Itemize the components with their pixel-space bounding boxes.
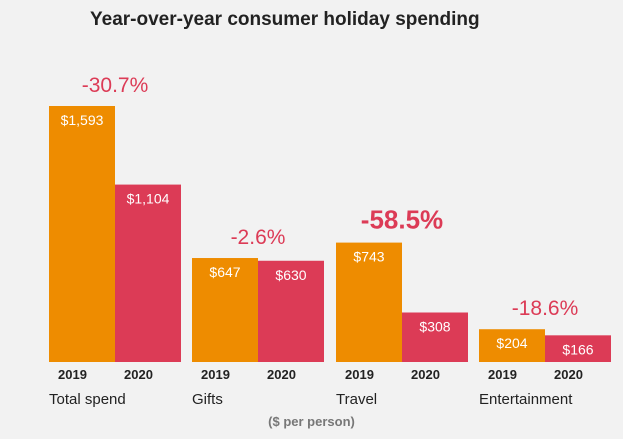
category-label: Gifts	[192, 391, 223, 408]
bar-2020-2	[402, 312, 468, 362]
data-label-2019-3: $204	[496, 335, 527, 351]
bar-2020-0	[115, 184, 181, 362]
data-label-2019-1: $647	[209, 264, 240, 280]
tick-label-year: 2019	[58, 367, 87, 382]
tick-label-year: 2019	[488, 367, 517, 382]
category-label: Entertainment	[479, 391, 573, 408]
bar-2019-0	[49, 106, 115, 362]
chart-subtitle: ($ per person)	[268, 414, 355, 429]
tick-label-year: 2019	[201, 367, 230, 382]
change-label-2: -58.5%	[361, 205, 443, 235]
change-label-3: -18.6%	[512, 297, 579, 320]
bar-2020-1	[258, 260, 324, 362]
change-label-1: -2.6%	[231, 226, 286, 249]
category-label: Travel	[336, 391, 377, 408]
tick-label-year: 2020	[267, 367, 296, 382]
tick-label-year: 2020	[554, 367, 583, 382]
bar-2019-1	[192, 258, 258, 362]
data-label-2019-0: $1,593	[61, 112, 104, 128]
bar-2019-2	[336, 242, 402, 362]
data-label-2020-2: $308	[419, 319, 450, 335]
data-label-2020-1: $630	[275, 267, 306, 283]
category-label: Total spend	[49, 391, 126, 408]
tick-label-year: 2020	[411, 367, 440, 382]
data-label-2019-2: $743	[353, 249, 384, 265]
bar-2019-3	[479, 329, 545, 362]
bar-2020-3	[545, 335, 611, 362]
data-label-2020-3: $166	[562, 341, 593, 357]
data-label-2020-0: $1,104	[127, 191, 170, 207]
change-label-0: -30.7%	[82, 74, 149, 97]
tick-label-year: 2019	[345, 367, 374, 382]
chart-title: Year-over-year consumer holiday spending	[90, 9, 480, 30]
tick-label-year: 2020	[124, 367, 153, 382]
